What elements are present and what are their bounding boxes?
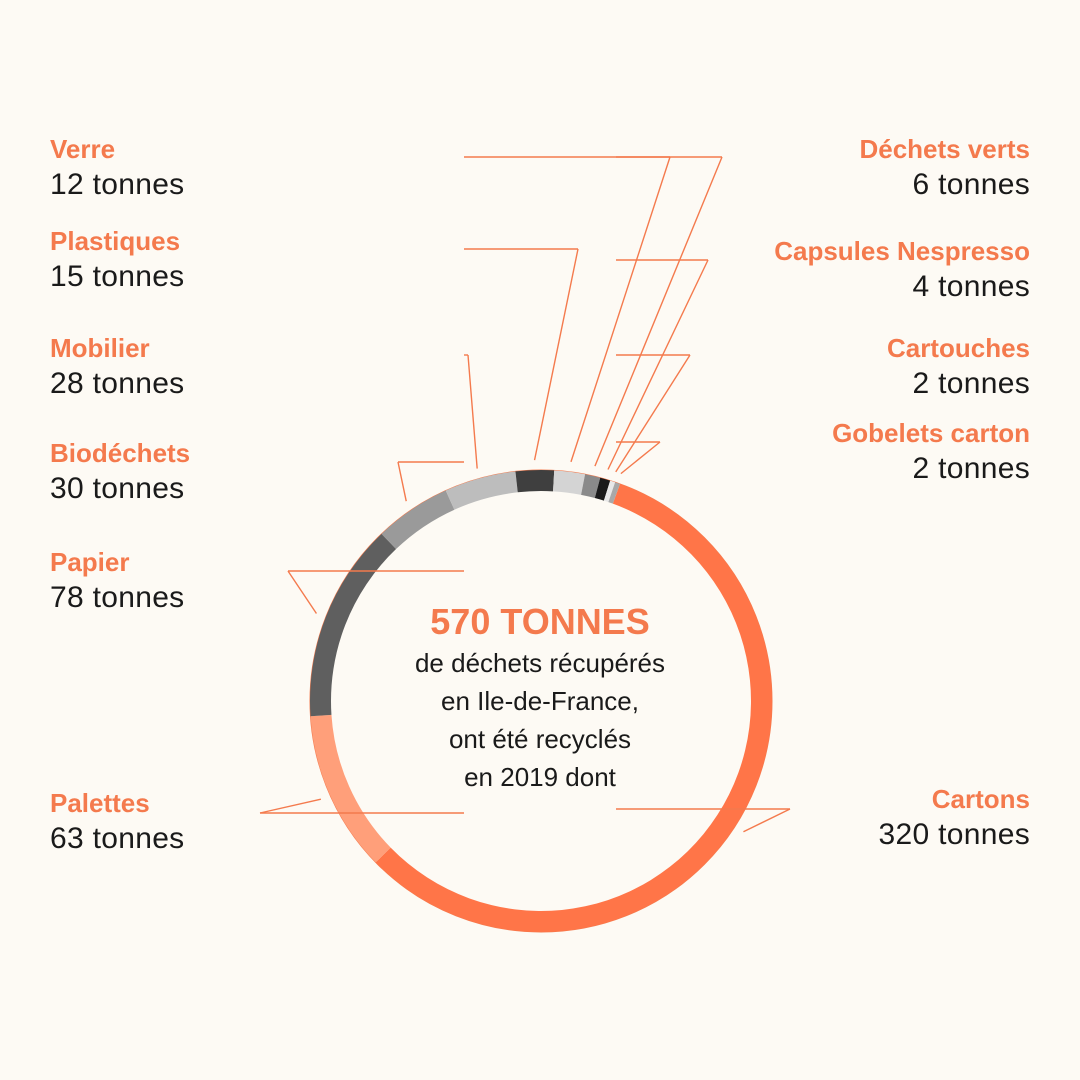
label-gobelets-carton: Gobelets carton 2 tonnes [630, 418, 1030, 490]
category-name: Capsules Nespresso [774, 236, 1030, 266]
leader-d-cartouches [615, 354, 691, 473]
leader-d-capsules-nespresso [607, 259, 709, 470]
slice-biodechets [381, 490, 455, 550]
category-value: 30 tonnes [50, 472, 185, 505]
slice-gobelets-carton [608, 482, 621, 504]
slice-dechets-verts [581, 474, 601, 499]
category-name: Mobilier [50, 333, 150, 363]
category-name: Palettes [50, 788, 150, 818]
center-line-1: de déchets récupérés [414, 648, 666, 678]
slice-palettes [310, 714, 391, 863]
slice-papier [310, 533, 397, 717]
category-value: 78 tonnes [50, 581, 185, 614]
category-name: Déchets verts [859, 134, 1030, 164]
slice-capsules-nespresso [594, 477, 611, 501]
leader-d-biodechets [397, 461, 407, 502]
center-line-2: en Ile-de-France, [441, 686, 639, 716]
slice-cartons [375, 483, 773, 933]
category-value: 320 tonnes [878, 818, 1030, 851]
category-value: 4 tonnes [912, 270, 1030, 303]
leader-d-cartons [743, 808, 791, 833]
category-value: 15 tonnes [50, 260, 185, 293]
center-line-4: en 2019 dont [464, 762, 616, 792]
category-name: Gobelets carton [832, 418, 1030, 448]
category-name: Cartons [931, 784, 1030, 814]
slice-mobilier [445, 471, 518, 510]
label-mobilier: Mobilier 28 tonnes [50, 333, 450, 405]
label-dechets-verts: Déchets verts 6 tonnes [630, 134, 1030, 206]
label-cartons: Cartons 320 tonnes [630, 784, 1030, 856]
label-plastiques: Plastiques 15 tonnes [50, 226, 450, 298]
leader-d-verre [570, 156, 671, 463]
total-title: 570 TONNES [430, 601, 650, 642]
category-value: 2 tonnes [912, 367, 1030, 400]
category-value: 6 tonnes [912, 168, 1030, 201]
leader-d-gobelets-carton [620, 441, 661, 475]
center-summary: 570 TONNES de déchets récupérés en Ile-d… [340, 600, 740, 796]
category-value: 12 tonnes [50, 168, 185, 201]
leader-d-dechets-verts [594, 156, 723, 467]
slice-cartouches [603, 480, 616, 503]
category-name: Verre [50, 134, 116, 164]
slice-verre [553, 470, 586, 495]
category-name: Cartouches [886, 333, 1030, 363]
category-value: 28 tonnes [50, 367, 185, 400]
category-name: Plastiques [50, 226, 181, 256]
label-palettes: Palettes 63 tonnes [50, 788, 450, 860]
label-papier: Papier 78 tonnes [50, 547, 450, 619]
leader-d-mobilier [467, 354, 478, 469]
leader-d-palettes [259, 798, 322, 814]
label-verre: Verre 12 tonnes [50, 134, 450, 206]
category-value: 2 tonnes [912, 452, 1030, 485]
label-capsules-nespresso: Capsules Nespresso 4 tonnes [630, 236, 1030, 308]
leader-d-plastiques [533, 248, 579, 461]
slice-plastiques [515, 470, 555, 493]
category-name: Papier [50, 547, 130, 577]
leader-d-papier [287, 570, 318, 614]
category-value: 63 tonnes [50, 822, 185, 855]
center-line-3: ont été recyclés [448, 724, 632, 754]
label-cartouches: Cartouches 2 tonnes [630, 333, 1030, 405]
label-biodechets: Biodéchets 30 tonnes [50, 438, 450, 510]
category-name: Biodéchets [50, 438, 191, 468]
